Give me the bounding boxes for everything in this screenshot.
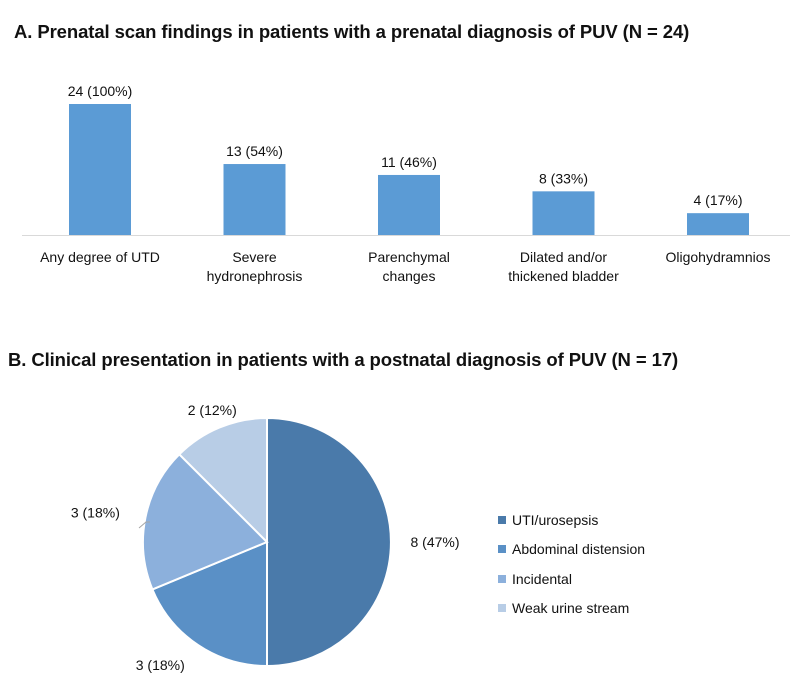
x-tick-label: Severe — [232, 249, 277, 265]
pie-slice-weak-urine-stream — [177, 416, 268, 545]
pie-data-label: 2 (12%) — [188, 402, 237, 418]
bar — [378, 174, 440, 235]
pie-data-label: 8 (47%) — [410, 534, 459, 550]
pie-slice-abdominal-distension — [151, 540, 268, 668]
legend-label: Weak urine stream — [512, 600, 630, 617]
legend-item: Incidental — [498, 564, 645, 594]
x-tick-label: hydronephrosis — [207, 268, 303, 284]
x-tick-label: Parenchymal — [368, 249, 450, 265]
bar — [532, 191, 595, 235]
pie-chart-title: B. Clinical presentation in patients wit… — [8, 349, 679, 370]
pie-slice-incidental — [142, 452, 269, 591]
x-tick-label: Oligohydramnios — [665, 249, 770, 265]
bar — [69, 104, 131, 235]
bar-data-label: 13 (54%) — [226, 143, 283, 159]
bar-data-label: 8 (33%) — [539, 170, 588, 186]
legend-swatch — [498, 574, 506, 583]
pie-leader-line — [138, 521, 150, 529]
legend-swatch — [498, 604, 506, 613]
bar — [223, 164, 286, 235]
pie-data-label: 3 (18%) — [136, 657, 185, 673]
bar-data-label: 11 (46%) — [381, 154, 437, 170]
x-tick-label: changes — [383, 268, 436, 284]
pie-slice-uti-urosepsis — [266, 416, 392, 668]
bar-data-label: 4 (17%) — [693, 192, 742, 208]
legend-swatch — [498, 515, 506, 524]
legend-item: UTI/urosepsis — [498, 505, 645, 535]
pie-data-label: 3 (18%) — [71, 505, 120, 521]
legend-label: Abdominal distension — [512, 541, 646, 558]
bar-chart-title: A. Prenatal scan findings in patients wi… — [14, 21, 690, 42]
legend-item: Abdominal distension — [498, 535, 645, 565]
bar — [687, 213, 749, 235]
x-tick-label: Any degree of UTD — [40, 249, 160, 265]
pie-legend: UTI/urosepsis Abdominal distension Inciden… — [498, 505, 645, 623]
legend-label: Incidental — [512, 570, 572, 587]
x-tick-label: Dilated and/or — [520, 249, 608, 265]
x-tick-label: thickened bladder — [508, 268, 619, 284]
legend-item: Weak urine stream — [498, 594, 645, 624]
legend-swatch — [498, 545, 506, 554]
legend-label: UTI/urosepsis — [512, 511, 599, 528]
bar-data-label: 24 (100%) — [68, 83, 133, 99]
